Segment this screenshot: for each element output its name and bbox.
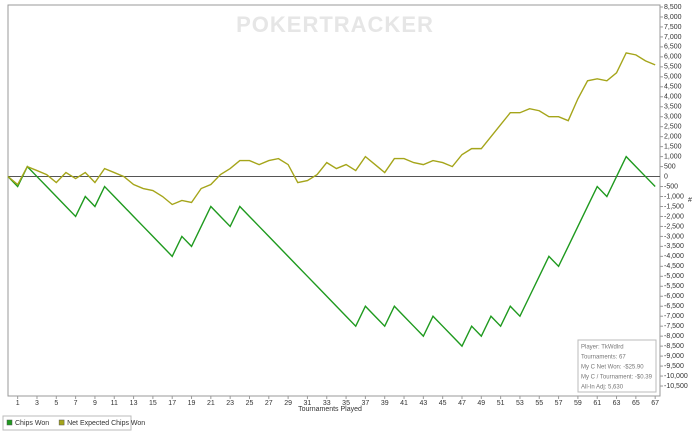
y-tick-label: 7,000 (664, 34, 682, 41)
y-tick-label: 4,500 (664, 84, 682, 91)
x-tick-label: 41 (400, 400, 408, 407)
legend-swatch (6, 419, 13, 426)
x-tick-label: 61 (593, 400, 601, 407)
x-tick-label: 51 (497, 400, 505, 407)
y-tick-label: -6,000 (664, 293, 684, 300)
x-tick-label: 11 (111, 400, 118, 407)
y-tick-label: 2,500 (664, 124, 682, 131)
x-tick-label: 49 (477, 400, 485, 407)
x-tick-label: 9 (93, 400, 97, 407)
x-tick-label: 55 (535, 400, 543, 407)
y-tick-label: -7,000 (664, 313, 684, 320)
x-tick-label: 17 (168, 400, 176, 407)
legend (2, 415, 132, 431)
y-tick-label: 6,500 (664, 44, 682, 51)
y-tick-label: 500 (664, 163, 676, 170)
plot-frame (7, 4, 661, 397)
x-tick-label: 21 (207, 400, 215, 407)
x-tick-label: 37 (361, 400, 369, 407)
x-tick-label: 29 (284, 400, 292, 407)
y-tick-label: 4,000 (664, 94, 682, 101)
y-tick-label: -5,500 (664, 283, 684, 290)
x-tick-label: 23 (226, 400, 234, 407)
x-tick-label: 65 (632, 400, 640, 407)
y-tick-label: -3,000 (664, 233, 684, 240)
y-tick-label: -1,000 (664, 193, 684, 200)
x-tick-label: 39 (381, 400, 389, 407)
y-tick-label: -500 (664, 183, 678, 190)
y-tick-label: -8,000 (664, 333, 684, 340)
y-tick-label: 5,000 (664, 74, 682, 81)
x-tick-label: 19 (188, 400, 196, 407)
y-tick-label: 8,500 (664, 4, 682, 11)
y-tick-label: 8,000 (664, 14, 682, 21)
x-tick-label: 1 (16, 400, 20, 407)
x-tick-label: 63 (613, 400, 621, 407)
y-tick-label: 1,500 (664, 143, 682, 150)
legend-swatch (58, 419, 65, 426)
x-tick-label: 43 (419, 400, 427, 407)
x-tick-label: 35 (342, 400, 350, 407)
y-tick-label: -1,500 (664, 203, 684, 210)
y-tick-label: -2,000 (664, 213, 684, 220)
y-tick-label: -4,500 (664, 263, 684, 270)
info-line: My C / Tournament: -$0.39 (581, 375, 653, 381)
x-tick-label: 5 (54, 400, 58, 407)
y-tick-label: 3,500 (664, 104, 682, 111)
info-box (577, 339, 657, 393)
y-tick-label: 7,500 (664, 24, 682, 31)
y-tick-label: -5,000 (664, 273, 684, 280)
logo: POKERTRACKER (236, 12, 434, 37)
y-tick-label: -2,500 (664, 223, 684, 230)
x-axis-label: Tournaments Played (298, 406, 362, 413)
x-tick-label: 59 (574, 400, 582, 407)
y-tick-label: -10,000 (664, 373, 688, 380)
x-tick-label: 7 (74, 400, 78, 407)
y-tick-label: -3,500 (664, 243, 684, 250)
x-tick-label: 15 (149, 400, 157, 407)
legend-label: Chips Won (15, 420, 49, 427)
x-tick-label: 45 (439, 400, 447, 407)
y-tick-label: -7,500 (664, 323, 684, 330)
x-tick-label: 27 (265, 400, 273, 407)
x-tick-label: 13 (130, 400, 138, 407)
info-line: Player: TkWdlrd (581, 345, 624, 351)
y-tick-label: -9,500 (664, 363, 684, 370)
y-tick-label: 3,000 (664, 114, 682, 121)
y-tick-label: 5,500 (664, 64, 682, 71)
x-tick-label: 25 (246, 400, 254, 407)
y-axis-label: # (688, 197, 692, 204)
x-tick-label: 3 (35, 400, 39, 407)
y-tick-label: -10,500 (664, 383, 688, 390)
info-line: Tournaments: 67 (581, 355, 626, 361)
info-line: My C Net Won: -$25.90 (581, 365, 644, 371)
x-tick-label: 47 (458, 400, 466, 407)
x-tick-label: 53 (516, 400, 524, 407)
series-line (7, 155, 656, 348)
info-line: All-In Adj: 5,630 (581, 385, 624, 391)
y-tick-label: -4,000 (664, 253, 684, 260)
x-tick-label: 33 (323, 400, 331, 407)
legend-label: Net Expected Chips Won (67, 420, 145, 427)
y-tick-label: 6,000 (664, 54, 682, 61)
x-tick-label: 67 (651, 400, 659, 407)
y-tick-label: -6,500 (664, 303, 684, 310)
y-tick-label: 0 (664, 173, 668, 180)
y-tick-label: 2,000 (664, 134, 682, 141)
y-tick-label: -8,500 (664, 343, 684, 350)
y-tick-label: -9,000 (664, 353, 684, 360)
x-tick-label: 31 (304, 400, 312, 407)
x-tick-label: 57 (555, 400, 563, 407)
y-tick-label: 1,000 (664, 153, 682, 160)
series-line (7, 52, 656, 206)
